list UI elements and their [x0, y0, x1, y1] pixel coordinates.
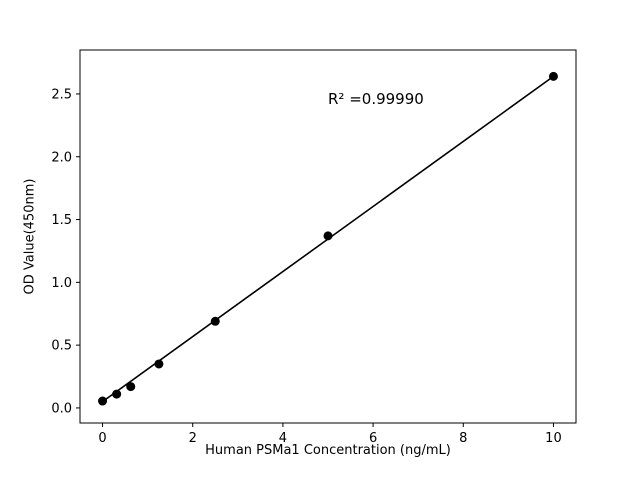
axes-frame [79, 49, 577, 424]
y-tick-label: 2.5 [51, 87, 72, 102]
x-axis-label: Human PSMa1 Concentration (ng/mL) [205, 443, 451, 458]
x-tick-label: 4 [279, 431, 287, 446]
data-point [154, 359, 164, 369]
y-tick-label: 1.0 [51, 276, 72, 291]
data-point [548, 71, 558, 81]
data-point [323, 231, 333, 241]
x-tick-label: 6 [369, 431, 377, 446]
data-point [98, 396, 108, 406]
data-point [112, 389, 122, 399]
y-axis-label: OD Value(450nm) [22, 178, 38, 295]
y-tick-label: 2.0 [51, 150, 72, 165]
y-tick-label: 0.5 [51, 339, 72, 354]
x-tick-label: 0 [98, 431, 106, 446]
x-tick-label: 10 [545, 431, 562, 446]
y-tick-label: 1.5 [51, 213, 72, 228]
data-point [126, 382, 136, 392]
r-squared-annotation: R² =0.99990 [328, 90, 424, 109]
x-tick-label: 8 [459, 431, 467, 446]
x-tick-label: 2 [189, 431, 197, 446]
data-point [210, 316, 220, 326]
y-tick-label: 0.0 [51, 401, 72, 416]
